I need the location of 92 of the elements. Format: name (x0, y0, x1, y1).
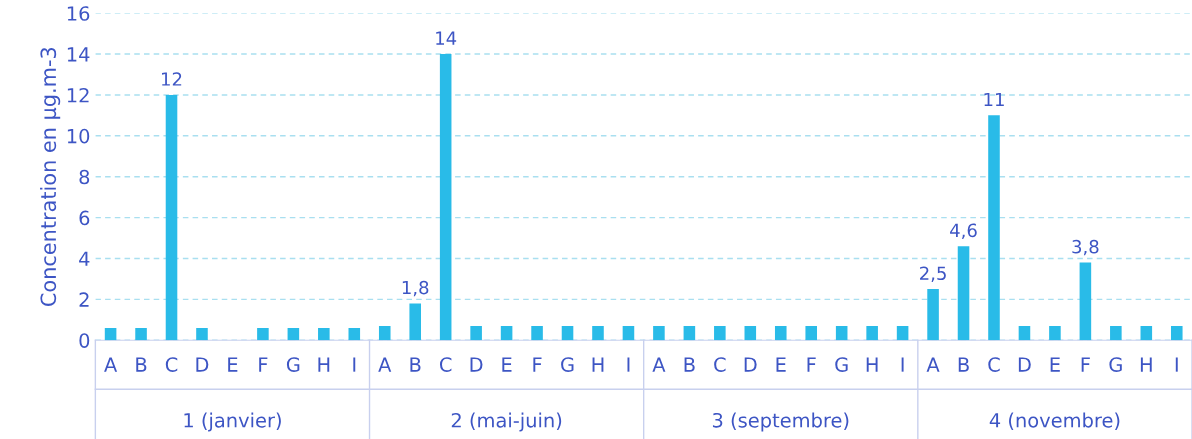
x-tick-label: C (714, 357, 726, 372)
x-tick-label: G (561, 357, 574, 372)
data-label: 3,8 (1072, 239, 1099, 256)
bar (653, 325, 665, 341)
bar (378, 325, 391, 341)
text: 4 (novembre) (989, 412, 1120, 430)
bar (714, 325, 726, 341)
data-label: 2,5 (920, 266, 946, 282)
x-tick-label: E (502, 357, 512, 372)
x-tick-label: I (353, 357, 356, 372)
text: 3 (septembre) (712, 412, 849, 432)
bar (896, 325, 909, 341)
x-tick-label: E (1050, 357, 1060, 372)
x-tick-label: G (1109, 357, 1122, 372)
bar (348, 327, 361, 341)
bar (744, 325, 757, 341)
x-tick-label: A (104, 357, 118, 372)
x-tick-label: E (776, 357, 786, 372)
x-tick-label: C (165, 357, 178, 372)
bar (165, 94, 178, 341)
bar (318, 327, 330, 341)
bar (622, 325, 635, 341)
data-label: 1,8 (402, 280, 429, 297)
bar (104, 327, 117, 341)
x-tick-label: A (378, 357, 392, 372)
y-tick-label: 6 (79, 210, 90, 226)
bar (835, 325, 848, 341)
bar (409, 303, 421, 341)
y-tick-label: 0 (79, 333, 90, 348)
bar (957, 246, 970, 341)
y-tick-label: 4 (79, 251, 90, 266)
text: 1 (janvier) (184, 412, 281, 432)
bar (561, 325, 574, 341)
x-tick-label: G (286, 357, 300, 372)
bar (866, 325, 878, 341)
x-tick-label: F (807, 357, 816, 372)
bar (196, 327, 208, 341)
x-tick-label: E (228, 357, 238, 372)
x-tick-label: I (627, 357, 630, 372)
bar (257, 327, 269, 341)
x-tick-label: D (196, 357, 209, 372)
bar (988, 115, 1000, 341)
bar (805, 325, 818, 341)
x-tick-label: I (901, 357, 904, 372)
y-tick-label: 12 (67, 87, 89, 103)
bar (470, 325, 482, 341)
x-tick-label: A (652, 357, 666, 372)
y-tick-label: 10 (67, 128, 90, 144)
x-tick-label: A (926, 357, 940, 372)
bar (439, 54, 452, 341)
bar (1018, 325, 1031, 341)
data-label: 14 (436, 31, 457, 45)
y-tick-label: 14 (67, 47, 90, 62)
bar (1140, 325, 1153, 341)
x-tick-label: B (136, 357, 147, 372)
x-tick-label: H (1140, 357, 1152, 372)
bar (774, 325, 787, 341)
bar (927, 289, 939, 341)
x-tick-label: F (1081, 357, 1090, 372)
x-tick-label: B (958, 357, 969, 372)
y-tick-label: 16 (67, 6, 90, 21)
y-axis-title: Concentration en µg.m-3 (40, 47, 61, 306)
x-tick-label: H (592, 357, 604, 372)
bar (1049, 325, 1061, 341)
y-tick-label: 8 (79, 169, 90, 185)
data-label: 4,6 (950, 223, 977, 239)
bar (1079, 262, 1092, 341)
x-tick-label: C (439, 357, 452, 372)
x-tick-label: H (318, 357, 330, 372)
x-tick-label: F (259, 357, 268, 372)
data-label: 11 (984, 92, 1004, 107)
x-tick-label: H (866, 357, 878, 372)
x-tick-label: F (533, 357, 542, 372)
data-label: 12 (162, 72, 182, 86)
x-tick-label: I (1175, 357, 1178, 372)
bar (500, 325, 513, 341)
x-tick-label: D (744, 357, 757, 372)
bar (592, 325, 604, 341)
bar (135, 327, 147, 341)
x-tick-label: G (835, 357, 848, 372)
y-tick-label: 2 (79, 292, 89, 307)
text: 2 (mai-juin) (451, 412, 562, 432)
x-tick-label: B (684, 357, 695, 372)
x-tick-label: C (988, 357, 1000, 372)
bar (683, 325, 696, 341)
bar (531, 325, 543, 341)
x-tick-label: D (470, 357, 483, 372)
bar (287, 327, 300, 341)
bar (1110, 325, 1122, 341)
x-tick-label: B (410, 357, 421, 372)
x-tick-label: D (1018, 357, 1031, 372)
bar (1170, 325, 1183, 341)
